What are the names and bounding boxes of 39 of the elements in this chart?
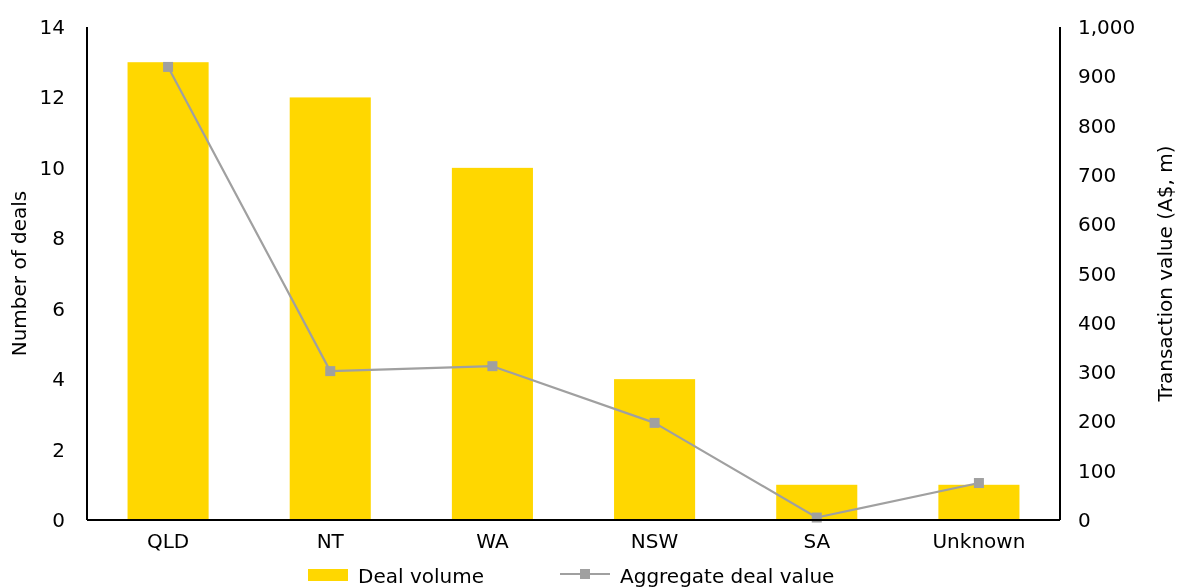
- bar: [289, 97, 371, 520]
- point: [325, 366, 336, 377]
- y-tick-label: 8: [52, 226, 65, 251]
- y-tick-label: 4: [52, 367, 65, 392]
- y2-tick-label: 900: [1078, 64, 1117, 89]
- y2-tick-label: 800: [1078, 113, 1117, 138]
- y2-tick-label: 500: [1078, 261, 1117, 286]
- x-tick-label: WA: [476, 529, 509, 553]
- point: [649, 417, 660, 428]
- bar: [451, 167, 533, 520]
- y-axis-title: Number of deals: [7, 190, 31, 357]
- y-tick-label: 12: [39, 85, 65, 110]
- y2-tick-label: 400: [1078, 310, 1117, 335]
- y2-tick-label: 0: [1078, 508, 1091, 532]
- y2-tick-label: 600: [1078, 212, 1117, 237]
- y2-tick-label: 1,000: [1078, 15, 1136, 39]
- legend-label: Deal volume: [358, 564, 484, 588]
- y2-tick-label: 200: [1078, 409, 1117, 434]
- bar: [938, 484, 1020, 520]
- bar: [127, 62, 209, 520]
- legend-label: Aggregate deal value: [620, 564, 835, 588]
- y-tick-label: 2: [52, 437, 65, 462]
- point: [487, 361, 498, 372]
- y2-tick-label: 100: [1078, 458, 1117, 483]
- y-tick-label: 14: [39, 15, 65, 39]
- y2-tick-label: 700: [1078, 162, 1117, 187]
- y-tick-label: 6: [52, 296, 65, 321]
- y-tick-label: 10: [39, 155, 65, 180]
- point: [973, 478, 984, 489]
- y2-tick-label: 300: [1078, 360, 1117, 385]
- x-tick-label: NSW: [630, 529, 679, 553]
- y-tick-label: 0: [52, 508, 65, 532]
- x-tick-label: QLD: [146, 529, 190, 553]
- x-tick-label: NT: [316, 529, 345, 553]
- y2-axis-title: Transaction value (A$, m): [1153, 145, 1177, 403]
- x-tick-label: SA: [803, 529, 831, 553]
- x-tick-label: Unknown: [932, 529, 1026, 553]
- point: [163, 61, 174, 72]
- bar: [614, 379, 696, 520]
